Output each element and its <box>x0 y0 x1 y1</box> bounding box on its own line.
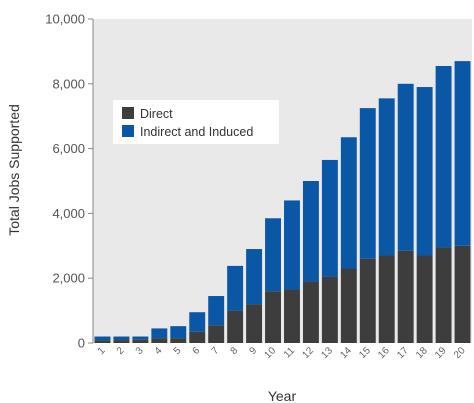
bar-indirect-induced-year-12 <box>302 181 319 282</box>
x-tick-label: 8 <box>229 345 241 357</box>
bar-indirect-induced-year-1 <box>94 336 111 341</box>
legend: Direct Indirect and Induced <box>113 100 279 144</box>
bar-direct-year-5 <box>170 338 187 343</box>
y-axis-title: Total Jobs Supported <box>6 104 22 236</box>
x-tick-label: 20 <box>452 345 468 361</box>
x-tick-label: 18 <box>414 345 430 361</box>
bar-direct-year-10 <box>265 291 281 343</box>
x-tick-label: 2 <box>115 345 127 357</box>
x-tick-label: 1 <box>96 345 108 357</box>
legend-label-indirect-induced: Indirect and Induced <box>140 125 253 139</box>
bars <box>94 61 471 343</box>
x-tick-label: 13 <box>319 345 335 361</box>
x-tick-label: 15 <box>357 345 373 361</box>
bar-indirect-induced-year-14 <box>340 137 357 269</box>
bar-indirect-induced-year-4 <box>151 328 168 339</box>
x-axis: 1 2 3 4 5 6 7 8 9 10 11 12 13 14 15 16 17 18 19 20 <box>96 345 468 361</box>
x-axis-title: Year <box>268 388 297 403</box>
x-tick-label: 9 <box>247 345 259 357</box>
bar-direct-year-9 <box>246 304 263 343</box>
x-tick-label: 7 <box>210 345 222 357</box>
bar-direct-year-4 <box>151 338 168 343</box>
y-tick-label: 0 <box>78 336 85 351</box>
bar-direct-year-19 <box>435 247 452 343</box>
bar-indirect-induced-year-5 <box>170 326 187 339</box>
bar-direct-year-7 <box>208 325 225 343</box>
x-tick-label: 14 <box>338 345 354 361</box>
bar-direct-year-18 <box>416 255 433 343</box>
y-axis: 0 2,000 4,000 6,000 8,000 10,000 <box>45 12 94 351</box>
bar-indirect-induced-year-9 <box>246 249 263 305</box>
bar-direct-year-17 <box>397 250 414 343</box>
x-tick-label: 16 <box>376 345 392 361</box>
bar-direct-year-6 <box>189 331 206 343</box>
legend-swatch-indirect-induced <box>122 125 134 137</box>
x-tick-label: 5 <box>172 345 184 357</box>
bar-indirect-induced-year-15 <box>359 108 376 259</box>
bar-direct-year-20 <box>454 245 471 343</box>
x-tick-label: 4 <box>153 345 165 357</box>
bar-indirect-induced-year-6 <box>189 312 206 332</box>
bar-indirect-induced-year-20 <box>454 61 471 246</box>
bar-direct-year-2 <box>113 340 130 343</box>
y-tick-label: 2,000 <box>52 271 85 286</box>
bar-direct-year-8 <box>227 310 244 343</box>
y-tick-label: 6,000 <box>52 141 85 156</box>
bar-direct-year-16 <box>378 255 395 343</box>
bar-indirect-induced-year-3 <box>132 336 149 340</box>
x-tick-label: 12 <box>300 345 316 361</box>
bar-indirect-induced-year-17 <box>397 83 414 251</box>
bar-direct-year-3 <box>132 339 149 343</box>
legend-swatch-direct <box>122 107 134 119</box>
x-tick-label: 19 <box>433 345 449 361</box>
bar-indirect-induced-year-2 <box>113 336 130 341</box>
bar-indirect-induced-year-7 <box>208 296 225 326</box>
bar-indirect-induced-year-13 <box>321 159 338 277</box>
bar-indirect-induced-year-16 <box>378 98 395 256</box>
plot-background <box>93 19 472 343</box>
legend-label-direct: Direct <box>140 107 173 121</box>
y-tick-label: 4,000 <box>52 206 85 221</box>
bar-direct-year-13 <box>321 276 338 343</box>
x-tick-label: 6 <box>191 345 203 357</box>
x-tick-label: 10 <box>262 345 278 361</box>
bar-direct-year-12 <box>302 281 319 343</box>
bar-direct-year-14 <box>340 268 357 343</box>
x-tick-label: 11 <box>282 345 297 360</box>
x-tick-label: 3 <box>134 345 146 357</box>
bar-direct-year-1 <box>94 340 111 343</box>
bar-indirect-induced-year-18 <box>416 87 433 256</box>
y-tick-label: 8,000 <box>52 76 85 91</box>
bar-indirect-induced-year-8 <box>227 265 244 311</box>
bar-indirect-induced-year-10 <box>265 218 281 292</box>
bar-indirect-induced-year-19 <box>435 65 452 248</box>
legend-background <box>113 100 279 144</box>
y-tick-label: 10,000 <box>45 12 85 27</box>
x-tick-label: 17 <box>395 345 411 361</box>
bar-direct-year-15 <box>359 258 376 343</box>
bar-direct-year-11 <box>284 289 300 343</box>
bar-indirect-induced-year-11 <box>284 200 300 290</box>
